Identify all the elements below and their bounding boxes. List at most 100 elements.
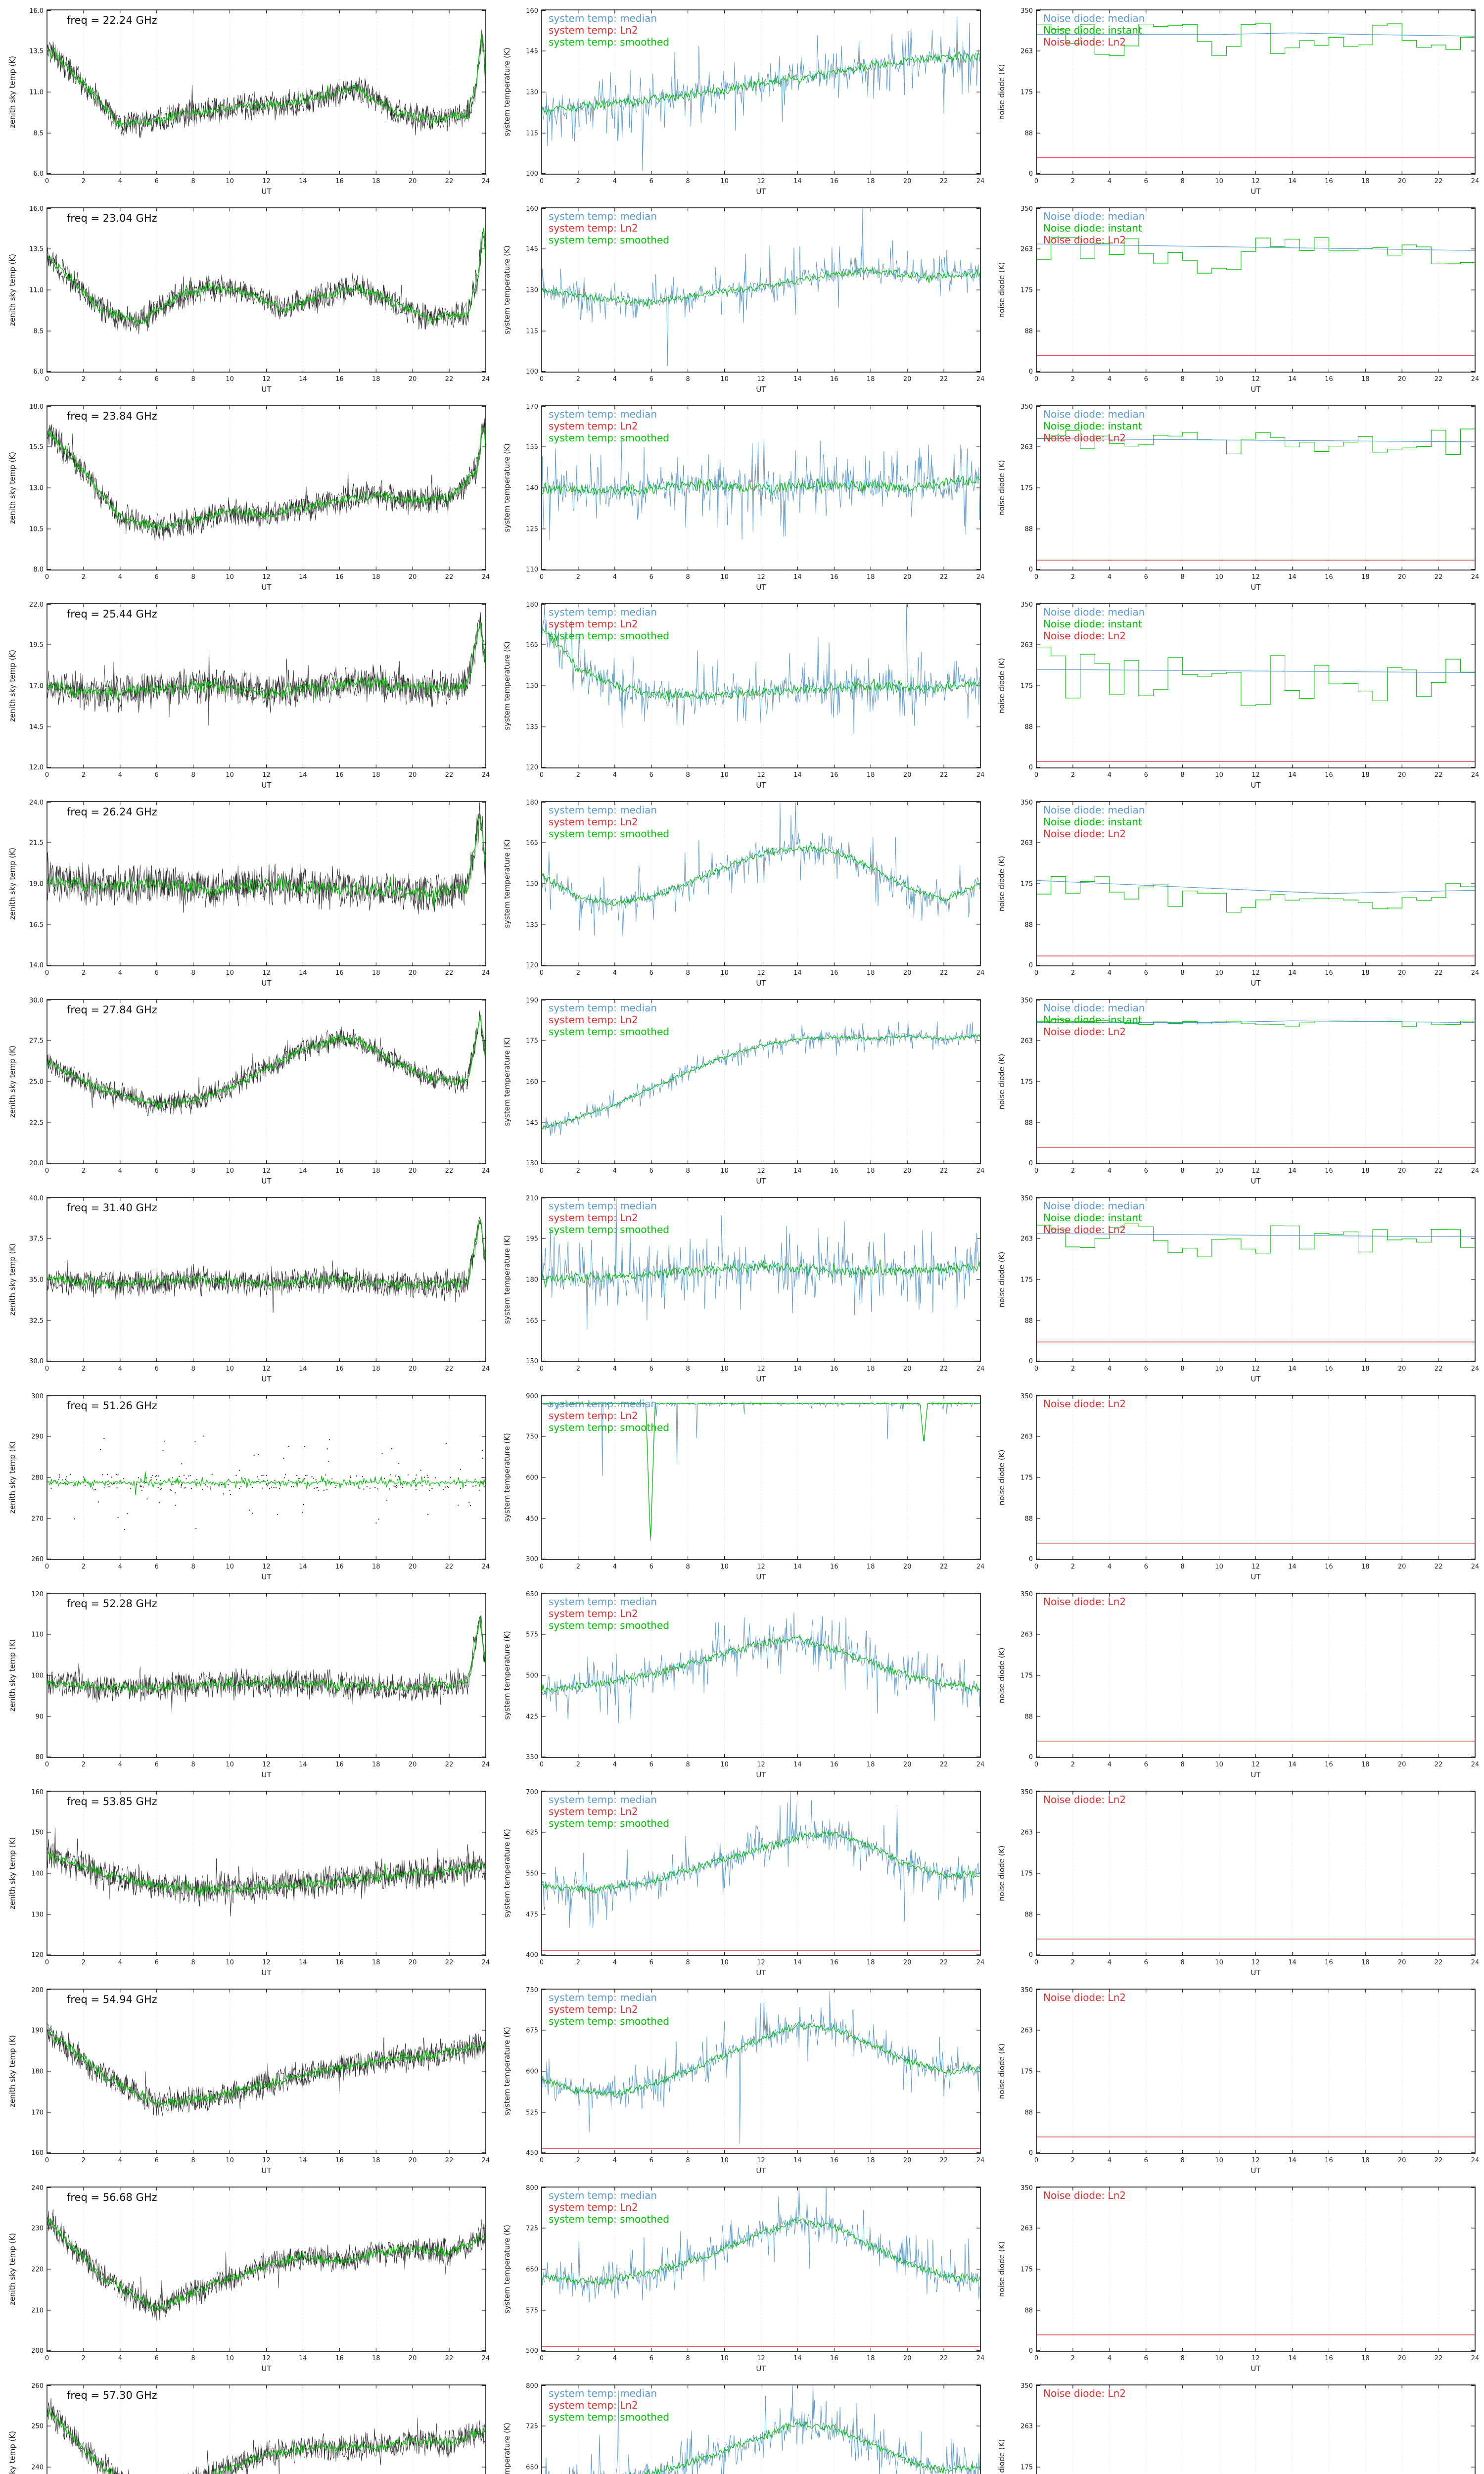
svg-text:650: 650 <box>526 1591 538 1598</box>
svg-text:6: 6 <box>1144 1563 1148 1570</box>
plot-row-4: 0 2 4 6 8 10 12 14 16 18 20 22 24 12.0 14.5 17.0 19.5 22.… <box>0 594 1484 792</box>
svg-text:4: 4 <box>613 1959 617 1966</box>
svg-text:10: 10 <box>1215 573 1223 581</box>
svg-text:8: 8 <box>191 1563 195 1570</box>
svg-text:8: 8 <box>1181 376 1185 383</box>
svg-text:20: 20 <box>903 1959 912 1966</box>
svg-text:2: 2 <box>1071 2355 1075 2362</box>
svg-text:18: 18 <box>372 1563 380 1570</box>
plot-row-10: 0 2 4 6 8 10 12 14 16 18 20 22 24 120 130 140 150 160 UT ze… <box>0 1781 1484 1979</box>
svg-text:10: 10 <box>226 1563 234 1570</box>
svg-text:system temp: Ln2: system temp: Ln2 <box>549 618 638 630</box>
svg-text:20: 20 <box>1398 771 1406 779</box>
svg-text:12: 12 <box>757 1761 765 1768</box>
svg-text:18: 18 <box>867 1365 875 1373</box>
svg-text:20: 20 <box>1398 178 1406 185</box>
svg-text:18: 18 <box>1361 2355 1370 2362</box>
svg-text:UT: UT <box>756 979 766 988</box>
svg-text:10: 10 <box>720 969 729 977</box>
svg-text:263: 263 <box>1020 1236 1033 1243</box>
svg-text:0: 0 <box>1029 1556 1033 1563</box>
panel-diode-row9: 0 2 4 6 8 10 12 14 16 18 20 22 24 0 88 175 263 350 UT noise… <box>989 1583 1484 1781</box>
svg-text:2: 2 <box>1071 771 1075 779</box>
svg-text:freq = 25.44 GHz: freq = 25.44 GHz <box>67 608 157 620</box>
svg-text:2: 2 <box>82 771 86 779</box>
svg-text:16: 16 <box>335 573 344 581</box>
svg-text:20: 20 <box>903 969 912 977</box>
panel-diode-row11: 0 2 4 6 8 10 12 14 16 18 20 22 24 0 88 175 263 350 UT noise… <box>989 1979 1484 2177</box>
svg-text:210: 210 <box>31 2307 44 2315</box>
svg-text:24: 24 <box>976 573 985 581</box>
svg-text:UT: UT <box>756 2364 766 2373</box>
svg-text:190: 190 <box>31 2027 44 2035</box>
svg-text:6.0: 6.0 <box>33 368 44 376</box>
svg-text:4: 4 <box>613 573 617 581</box>
svg-text:22: 22 <box>1435 1563 1443 1570</box>
svg-text:Noise diode: median: Noise diode: median <box>1043 210 1145 222</box>
svg-text:350: 350 <box>1020 2382 1033 2390</box>
svg-text:24: 24 <box>976 1167 985 1175</box>
svg-text:freq = 27.84 GHz: freq = 27.84 GHz <box>67 1004 157 1016</box>
svg-text:UT: UT <box>261 583 272 592</box>
system-chart: 0 2 4 6 8 10 12 14 16 18 20 22 24130145160175190UTsy… <box>503 997 985 1186</box>
panel-system-row6: 0 2 4 6 8 10 12 14 16 18 20 22 24 130 145 160 175 190 UT sy… <box>495 990 989 1188</box>
svg-text:18: 18 <box>867 573 875 581</box>
svg-text:10: 10 <box>720 1563 729 1570</box>
svg-text:650: 650 <box>526 2464 538 2472</box>
svg-text:freq = 26.24 GHz: freq = 26.24 GHz <box>67 806 157 818</box>
svg-text:145: 145 <box>526 1120 538 1127</box>
svg-text:625: 625 <box>526 1829 538 1837</box>
svg-text:20: 20 <box>409 178 417 185</box>
svg-text:650: 650 <box>526 2266 538 2274</box>
svg-text:0: 0 <box>1029 170 1033 178</box>
svg-text:zenith sky temp (K): zenith sky temp (K) <box>8 650 17 722</box>
svg-text:20: 20 <box>409 969 417 977</box>
svg-text:24: 24 <box>482 2355 490 2362</box>
svg-text:UT: UT <box>261 1375 272 1383</box>
svg-text:14.0: 14.0 <box>29 962 44 969</box>
svg-text:system temp: median: system temp: median <box>549 1398 657 1410</box>
svg-text:18: 18 <box>1361 969 1370 977</box>
svg-text:system temperature (K): system temperature (K) <box>503 1829 511 1918</box>
svg-text:10: 10 <box>226 178 234 185</box>
svg-text:10: 10 <box>720 376 729 383</box>
svg-text:20: 20 <box>409 376 417 383</box>
svg-text:12: 12 <box>1252 1365 1260 1373</box>
svg-text:13.5: 13.5 <box>29 48 44 55</box>
svg-text:12: 12 <box>262 2157 271 2164</box>
svg-text:16: 16 <box>1325 2157 1333 2164</box>
svg-text:12: 12 <box>1252 1167 1260 1175</box>
svg-text:system temp: smoothed: system temp: smoothed <box>549 630 669 642</box>
svg-text:27.5: 27.5 <box>29 1038 44 1045</box>
svg-text:16: 16 <box>830 969 838 977</box>
svg-text:0: 0 <box>1034 376 1038 383</box>
svg-text:10: 10 <box>720 573 729 581</box>
svg-text:noise diode (K): noise diode (K) <box>997 460 1006 516</box>
svg-text:0: 0 <box>540 969 544 977</box>
svg-text:10: 10 <box>720 1761 729 1768</box>
svg-text:12: 12 <box>262 1563 271 1570</box>
svg-text:19.0: 19.0 <box>29 881 44 888</box>
svg-text:20: 20 <box>903 2355 912 2362</box>
svg-text:UT: UT <box>756 187 766 196</box>
svg-text:14: 14 <box>299 1959 307 1966</box>
panel-system-row1: 0 2 4 6 8 10 12 14 16 18 20 22 24 100 115 130 145 160 UT sy… <box>495 0 989 198</box>
svg-text:24: 24 <box>1471 573 1480 581</box>
svg-text:4: 4 <box>118 771 122 779</box>
svg-text:Noise diode: median: Noise diode: median <box>1043 606 1145 618</box>
plot-row-13: 024681012141618202224220230240250260UTze… <box>0 2375 1484 2474</box>
panel-diode-row4: 0 2 4 6 8 10 12 14 16 18 20 22 24 0 88 175 263 350 UT noise… <box>989 594 1484 792</box>
svg-text:175: 175 <box>1020 1475 1033 1482</box>
svg-text:24: 24 <box>482 376 490 383</box>
svg-text:22: 22 <box>445 771 454 779</box>
svg-text:24: 24 <box>1471 178 1480 185</box>
svg-text:18: 18 <box>372 1959 380 1966</box>
svg-text:zenith sky temp (K): zenith sky temp (K) <box>8 2233 17 2305</box>
svg-text:2: 2 <box>576 573 580 581</box>
svg-text:UT: UT <box>261 1770 272 1779</box>
svg-text:system temp: median: system temp: median <box>549 210 657 222</box>
svg-text:160: 160 <box>526 7 538 15</box>
svg-text:system temp: smoothed: system temp: smoothed <box>549 234 669 246</box>
